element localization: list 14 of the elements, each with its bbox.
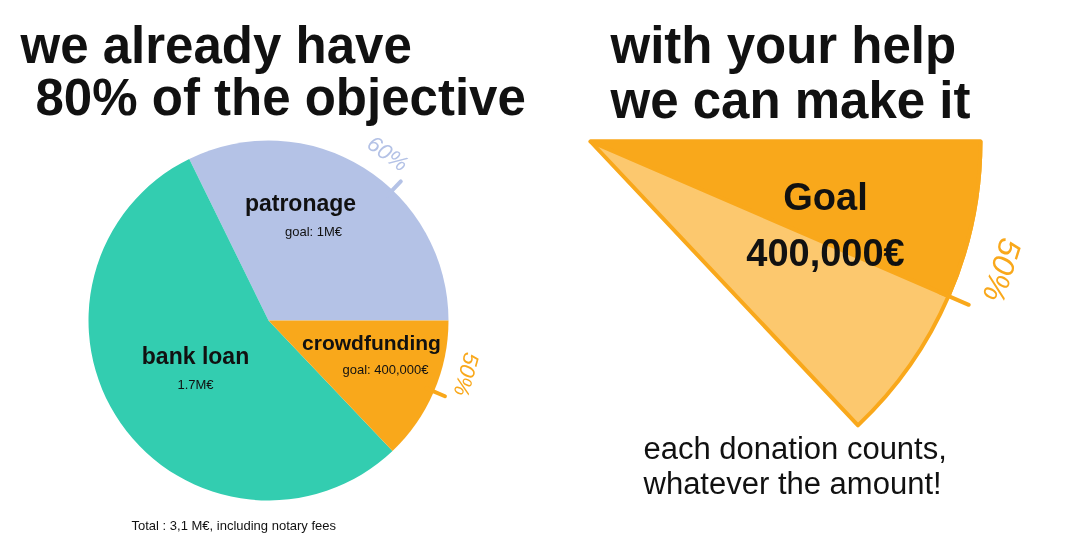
legend-label: patronage xyxy=(244,189,357,216)
data-label: 50% xyxy=(975,234,1029,307)
chart-title: we already have 80% of the objective xyxy=(19,17,526,126)
text: Total : 3,1 M€, including notary fees xyxy=(131,518,337,533)
text: each donation counts, whatever the amount! xyxy=(642,431,947,501)
data-label: goal: 1M€ xyxy=(284,224,343,239)
data-label: goal: 400,000€ xyxy=(342,362,430,377)
text: Goal 400,000€ xyxy=(746,175,905,274)
text: 60% xyxy=(362,130,413,177)
slice-label: crowdfunding xyxy=(302,331,441,354)
data-label: 1.7M€ xyxy=(177,377,215,392)
text: with your help we can make it xyxy=(609,17,971,129)
text: 50% xyxy=(448,349,485,399)
slice-label: bank loan xyxy=(141,342,250,369)
